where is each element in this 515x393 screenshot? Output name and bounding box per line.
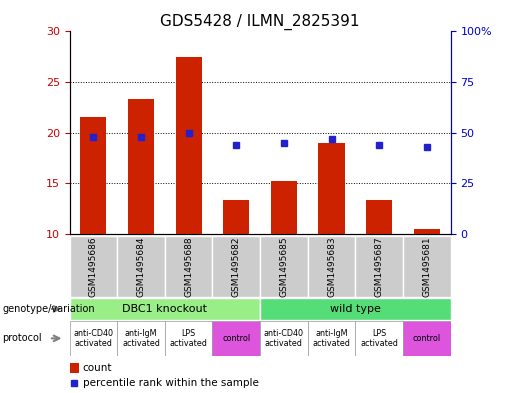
Bar [260,298,451,320]
Bar [165,236,212,297]
Text: GSM1495686: GSM1495686 [89,236,98,297]
Text: LPS
activated: LPS activated [169,329,208,348]
Bar [80,118,107,234]
Bar [70,362,79,373]
Text: GSM1495684: GSM1495684 [136,236,145,296]
Bar [176,57,202,234]
Bar [403,236,451,297]
Text: control: control [222,334,250,343]
Bar [70,236,117,297]
Bar [260,236,308,297]
Text: anti-CD40
activated: anti-CD40 activated [264,329,304,348]
Bar [212,236,260,297]
Text: percentile rank within the sample: percentile rank within the sample [83,378,259,387]
Bar [355,321,403,356]
Text: genotype/variation: genotype/variation [3,304,95,314]
Bar [165,321,212,356]
Text: anti-CD40
activated: anti-CD40 activated [73,329,113,348]
Text: DBC1 knockout: DBC1 knockout [122,304,208,314]
Bar [355,236,403,297]
Bar [403,321,451,356]
Title: GDS5428 / ILMN_2825391: GDS5428 / ILMN_2825391 [160,14,360,30]
Text: GSM1495685: GSM1495685 [280,236,288,297]
Text: GSM1495688: GSM1495688 [184,236,193,297]
Text: GSM1495682: GSM1495682 [232,236,241,296]
Bar [414,229,440,234]
Text: protocol: protocol [3,333,42,343]
Text: count: count [83,363,112,373]
Bar [117,236,165,297]
Text: LPS
activated: LPS activated [360,329,398,348]
Bar [70,298,260,320]
Bar [223,200,249,234]
Text: GSM1495683: GSM1495683 [327,236,336,297]
Text: GSM1495681: GSM1495681 [422,236,431,297]
Bar [212,321,260,356]
Text: wild type: wild type [330,304,381,314]
Bar [117,321,165,356]
Text: GSM1495687: GSM1495687 [375,236,384,297]
Bar [271,181,297,234]
Bar [318,143,345,234]
Text: anti-IgM
activated: anti-IgM activated [313,329,351,348]
Bar [307,236,355,297]
Bar [128,99,154,234]
Text: anti-IgM
activated: anti-IgM activated [122,329,160,348]
Bar [70,321,117,356]
Text: control: control [413,334,441,343]
Bar [260,321,308,356]
Bar [307,321,355,356]
Bar [366,200,392,234]
